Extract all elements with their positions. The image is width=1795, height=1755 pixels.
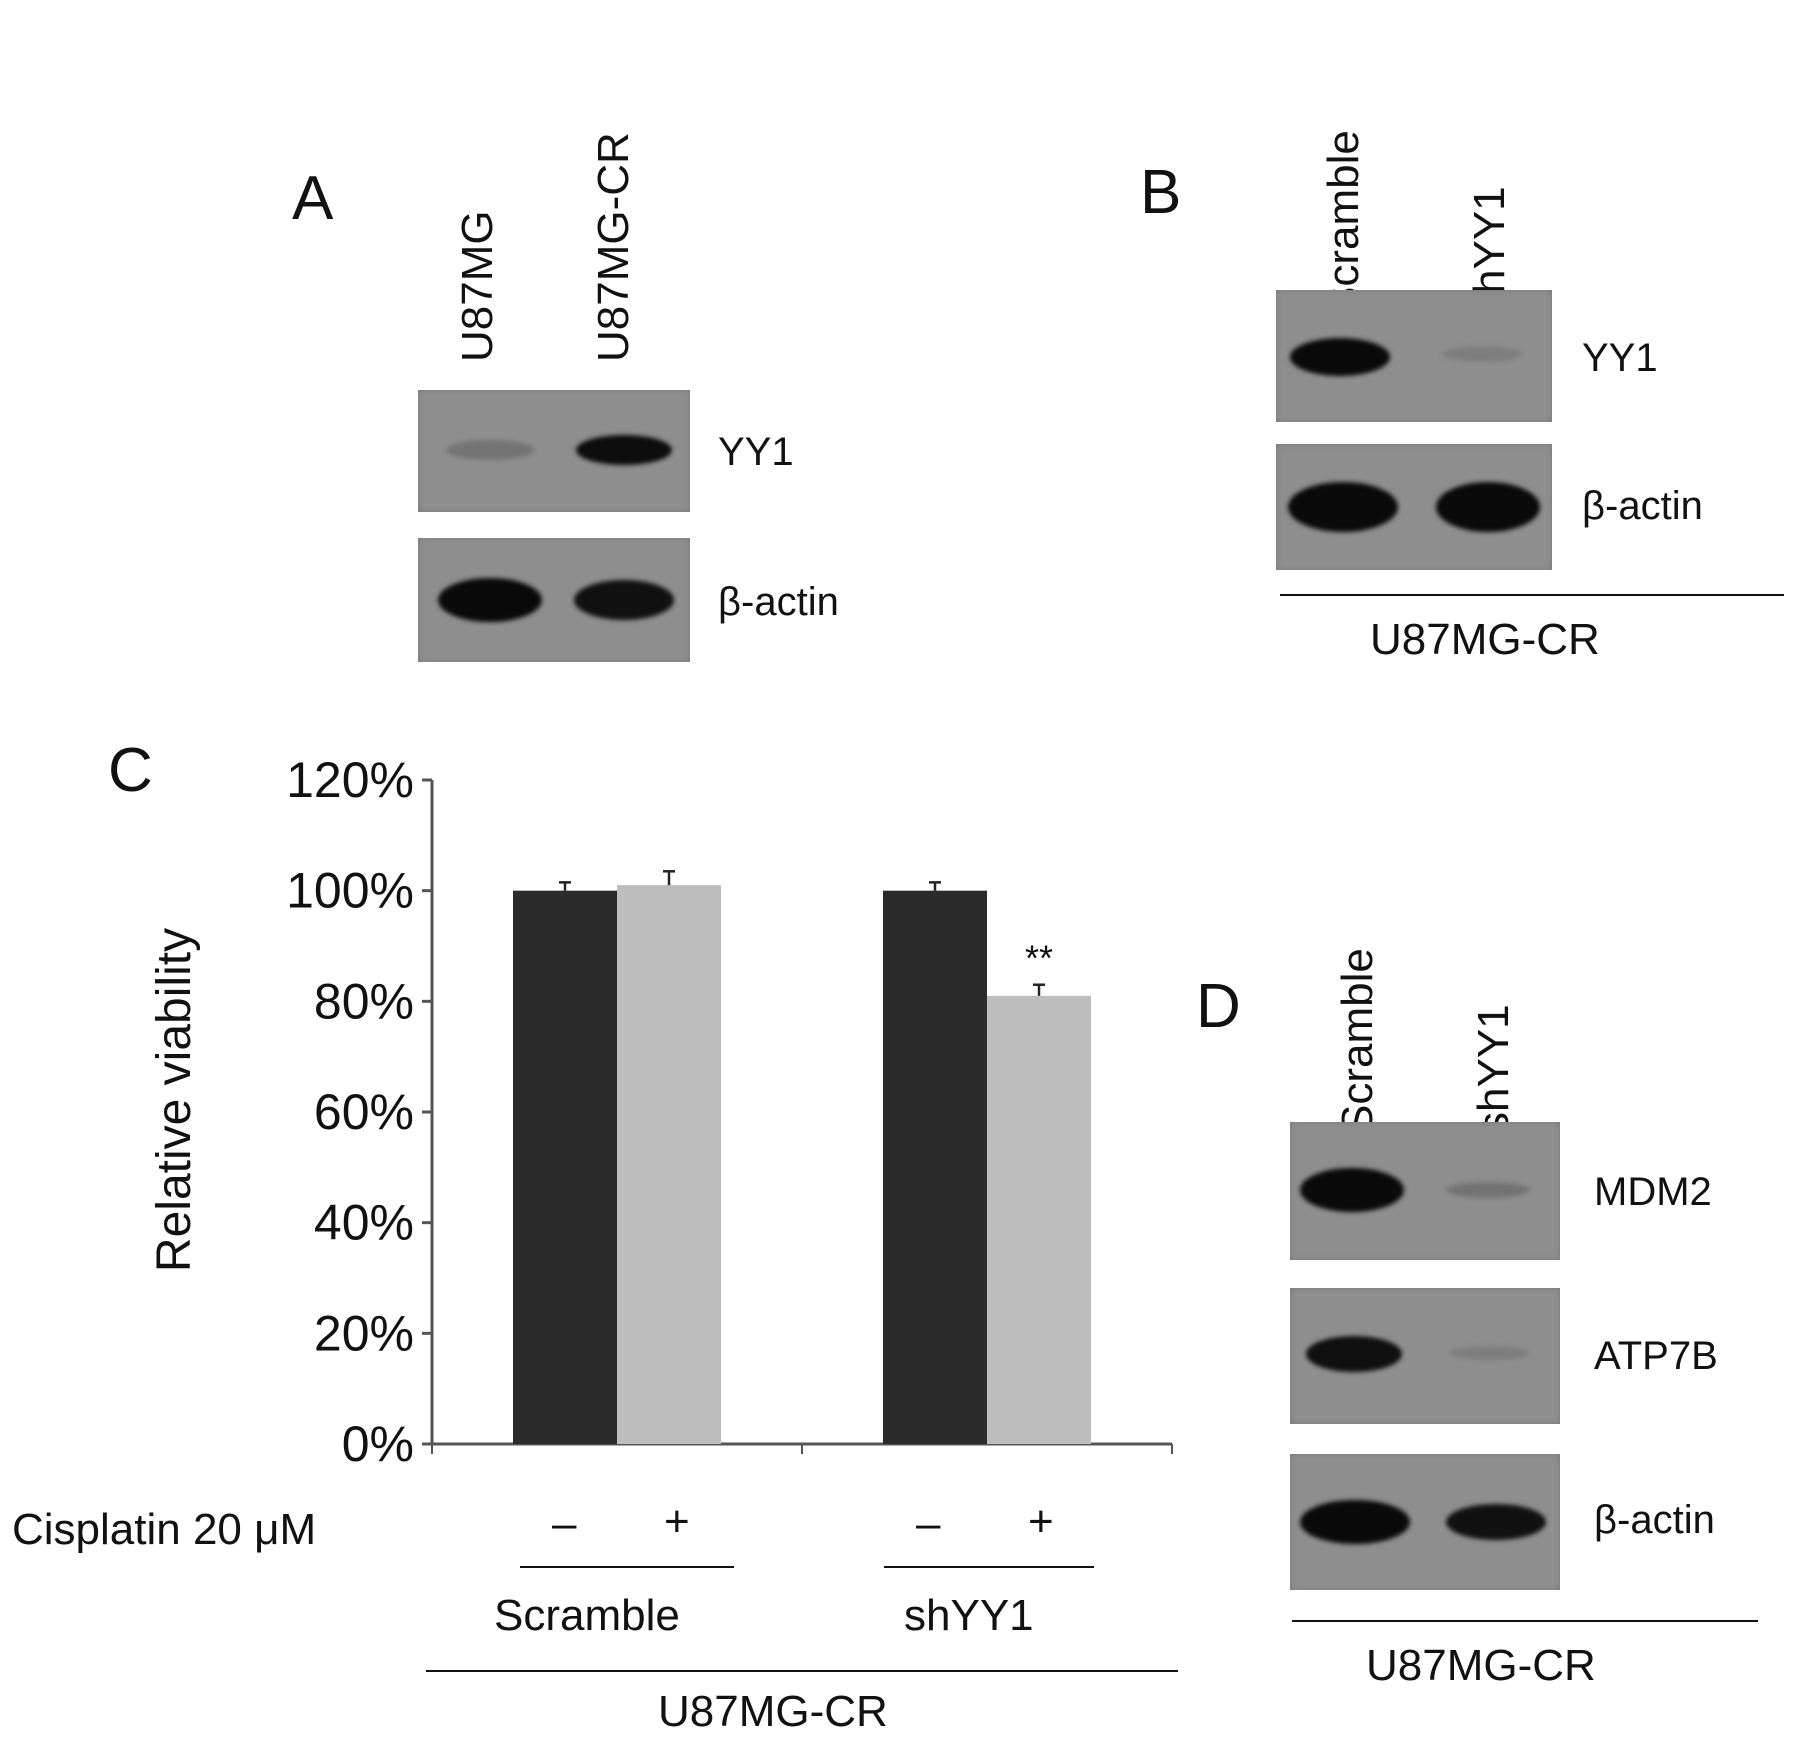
panel-d-lane-label-2: shYY1	[1469, 1004, 1518, 1134]
bar	[987, 995, 1091, 1444]
significance-marker: **	[1025, 938, 1053, 979]
panel-b-actin-band-lane2	[1436, 482, 1540, 532]
panel-b-yy1-band-lane1	[1290, 338, 1390, 376]
shyy1-group-rule	[884, 1566, 1094, 1568]
panel-a-actin-band-lane2	[574, 580, 674, 620]
treatment-label: Cisplatin 20 μM	[12, 1505, 317, 1554]
panel-d-group-label: U87MG-CR	[1366, 1641, 1596, 1690]
scramble-group-rule	[520, 1566, 734, 1568]
panel-d-lane-label-1: Scramble	[1333, 948, 1382, 1134]
panel-b-group-label: U87MG-CR	[1370, 615, 1600, 664]
panel-d-blot-actin	[1290, 1454, 1560, 1590]
panel-c-letter: C	[108, 736, 153, 805]
treatment-mark-2: +	[664, 1497, 690, 1546]
panel-b-letter: B	[1140, 158, 1182, 227]
treatment-mark-1: –	[552, 1499, 577, 1548]
panel-d-actin-band-lane2	[1446, 1504, 1546, 1540]
treatment-mark-4: +	[1028, 1497, 1054, 1546]
y-axis-label: Relative viability	[148, 928, 201, 1272]
panel-b-yy1-band-lane2	[1442, 346, 1522, 362]
panel-b-actin-band-lane1	[1288, 482, 1398, 532]
panel-b-actin-label: β-actin	[1582, 484, 1703, 528]
bar	[883, 890, 987, 1444]
panel-d-group-rule	[1292, 1620, 1758, 1622]
panel-d-blot-atp7b	[1290, 1288, 1560, 1424]
y-tick-label: 0%	[342, 1416, 414, 1472]
panel-d-mdm2-label: MDM2	[1594, 1170, 1712, 1214]
panel-d-atp7b-label: ATP7B	[1594, 1334, 1718, 1378]
bar	[617, 885, 721, 1444]
y-tick-label: 20%	[314, 1305, 414, 1361]
panel-a-actin-label: β-actin	[718, 580, 839, 624]
panel-d-actin-band-lane1	[1300, 1500, 1410, 1544]
scramble-group-label: Scramble	[494, 1591, 680, 1640]
panel-b-yy1-label: YY1	[1582, 336, 1658, 380]
panel-d-atp7b-band-lane2	[1450, 1346, 1530, 1360]
panel-b-blot-yy1	[1276, 290, 1552, 422]
panel-d-actin-label: β-actin	[1594, 1498, 1715, 1542]
panel-a-actin-band-lane1	[438, 578, 542, 622]
panel-b-group-rule	[1280, 594, 1784, 596]
panel-d-mdm2-band-lane1	[1300, 1168, 1404, 1212]
panel-a-blot-yy1	[418, 390, 690, 512]
shyy1-group-label: shYY1	[904, 1591, 1034, 1640]
y-tick-label: 80%	[314, 973, 414, 1029]
panel-a-blot-actin	[418, 538, 690, 662]
panel-b-blot-actin	[1276, 444, 1552, 570]
panel-d-blot-mdm2	[1290, 1122, 1560, 1260]
outer-group-rule	[426, 1670, 1178, 1672]
y-tick-label: 60%	[314, 1084, 414, 1140]
treatment-mark-3: –	[916, 1499, 941, 1548]
panel-d-letter: D	[1196, 972, 1241, 1041]
panel-a-yy1-band-lane1	[446, 440, 534, 460]
y-tick-label: 120%	[286, 752, 414, 808]
panel-a-letter: A	[292, 164, 334, 233]
bar	[513, 890, 617, 1444]
panel-a-yy1-band-lane2	[576, 435, 672, 465]
panel-d-mdm2-band-lane2	[1446, 1182, 1530, 1198]
outer-group-label: U87MG-CR	[658, 1687, 888, 1736]
panel-a-yy1-label: YY1	[718, 430, 794, 474]
panel-d-atp7b-band-lane1	[1306, 1336, 1402, 1372]
y-tick-label: 40%	[314, 1195, 414, 1251]
y-tick-label: 100%	[286, 863, 414, 919]
